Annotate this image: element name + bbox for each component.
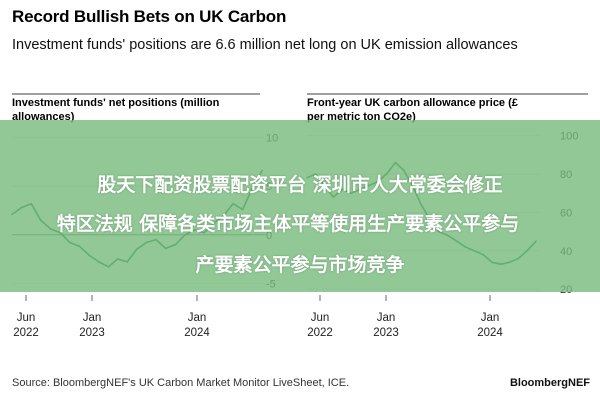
overlay-text-line-1: 股天下配资股票配资平台 深圳市人大常委会修正 xyxy=(97,174,503,196)
right-x-ticks: Jun 2022 Jan 2023 Jan 2024 xyxy=(307,295,503,339)
chart-subtitle: Investment funds' positions are 6.6 mill… xyxy=(12,37,518,53)
brand-logo: BloombergNEF xyxy=(509,377,590,389)
x-tick-sublabel: 2022 xyxy=(13,327,39,339)
x-tick-label: Jan xyxy=(188,312,207,324)
x-tick-label: Jun xyxy=(311,312,330,324)
x-tick-label: Jan xyxy=(377,312,396,324)
x-tick-sublabel: 2023 xyxy=(373,327,399,339)
x-tick-label: Jan xyxy=(481,312,500,324)
x-tick-label: Jan xyxy=(83,312,102,324)
chart-title: Record Bullish Bets on UK Carbon xyxy=(12,7,287,26)
overlay-text-line-3: 产要素公平参与市场竞争 xyxy=(195,254,405,276)
x-tick-sublabel: 2024 xyxy=(184,327,210,339)
x-tick-sublabel: 2022 xyxy=(307,327,333,339)
source-note: Source: BloombergNEF's UK Carbon Market … xyxy=(12,377,350,389)
x-tick-sublabel: 2023 xyxy=(79,327,105,339)
overlay-banner xyxy=(0,120,600,292)
left-x-ticks: Jun 2022 Jan 2023 Jan 2024 xyxy=(13,295,210,339)
x-tick-label: Jun xyxy=(17,312,36,324)
overlay-text-line-2: 特区法规 保障各类市场主体平等使用生产要素公平参与 xyxy=(56,213,520,235)
x-tick-sublabel: 2024 xyxy=(477,327,503,339)
